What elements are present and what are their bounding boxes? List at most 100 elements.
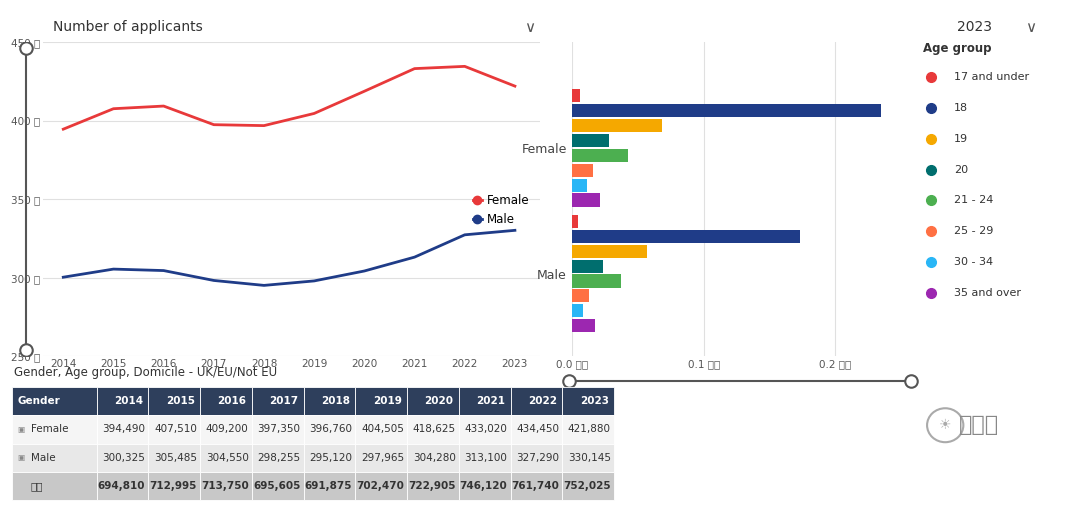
Text: 327,290: 327,290 [516, 453, 559, 463]
FancyBboxPatch shape [252, 444, 303, 472]
Bar [572, 163, 593, 177]
Text: 20: 20 [954, 165, 968, 174]
FancyBboxPatch shape [200, 387, 252, 416]
Text: 761,740: 761,740 [511, 481, 559, 491]
FancyBboxPatch shape [407, 472, 459, 500]
Bar [572, 119, 662, 132]
Text: 2014: 2014 [113, 396, 143, 406]
Text: 2023: 2023 [957, 20, 991, 34]
FancyBboxPatch shape [563, 416, 615, 444]
Bar [572, 230, 799, 243]
FancyBboxPatch shape [200, 444, 252, 472]
FancyBboxPatch shape [12, 472, 96, 500]
Text: Male: Male [31, 453, 55, 463]
Bar [572, 134, 609, 147]
Text: 18: 18 [954, 103, 968, 113]
Legend: Female, Male: Female, Male [468, 190, 535, 231]
Text: ▣: ▣ [17, 425, 25, 434]
Text: 2016: 2016 [217, 396, 246, 406]
Text: 752,025: 752,025 [564, 481, 611, 491]
FancyBboxPatch shape [563, 387, 615, 416]
FancyBboxPatch shape [511, 472, 563, 500]
FancyBboxPatch shape [96, 472, 148, 500]
Bar [572, 215, 578, 228]
Bar [572, 104, 881, 117]
FancyBboxPatch shape [355, 472, 407, 500]
FancyBboxPatch shape [303, 444, 355, 472]
FancyBboxPatch shape [200, 472, 252, 500]
Text: 713,750: 713,750 [201, 481, 248, 491]
Text: 695,605: 695,605 [253, 481, 300, 491]
Text: 2019: 2019 [373, 396, 402, 406]
Text: 407,510: 407,510 [154, 424, 197, 434]
Bar [572, 149, 627, 162]
Bar [572, 289, 590, 302]
FancyBboxPatch shape [407, 416, 459, 444]
Text: 2022: 2022 [528, 396, 557, 406]
Text: 2017: 2017 [269, 396, 298, 406]
Text: 298,255: 298,255 [257, 453, 300, 463]
FancyBboxPatch shape [511, 444, 563, 472]
FancyBboxPatch shape [563, 444, 615, 472]
Text: 总计: 总计 [31, 481, 43, 491]
Text: ▣: ▣ [17, 453, 25, 462]
Bar [572, 193, 600, 206]
FancyBboxPatch shape [355, 444, 407, 472]
FancyBboxPatch shape [96, 444, 148, 472]
FancyBboxPatch shape [96, 387, 148, 416]
Text: 746,120: 746,120 [460, 481, 508, 491]
Bar [572, 245, 647, 258]
Text: 304,280: 304,280 [413, 453, 456, 463]
Text: ∨: ∨ [1025, 20, 1036, 35]
FancyBboxPatch shape [12, 387, 96, 416]
Bar [572, 259, 603, 272]
Text: 35 and over: 35 and over [954, 288, 1021, 298]
Text: Number of applicants: Number of applicants [53, 20, 203, 34]
FancyBboxPatch shape [148, 472, 200, 500]
FancyBboxPatch shape [12, 444, 96, 472]
FancyBboxPatch shape [200, 416, 252, 444]
Text: 404,505: 404,505 [361, 424, 404, 434]
Text: Gender, Age group, Domicile - UK/EU/Not EU: Gender, Age group, Domicile - UK/EU/Not … [14, 366, 278, 379]
FancyBboxPatch shape [148, 444, 200, 472]
FancyBboxPatch shape [563, 472, 615, 500]
Text: 433,020: 433,020 [464, 424, 508, 434]
Text: 25 - 29: 25 - 29 [954, 226, 993, 236]
Text: 421,880: 421,880 [568, 424, 611, 434]
FancyBboxPatch shape [355, 387, 407, 416]
FancyBboxPatch shape [459, 416, 511, 444]
Text: 396,760: 396,760 [309, 424, 352, 434]
Text: 691,875: 691,875 [305, 481, 352, 491]
Bar [572, 275, 621, 288]
Text: Female: Female [31, 424, 68, 434]
FancyBboxPatch shape [459, 387, 511, 416]
Text: 712,995: 712,995 [149, 481, 197, 491]
Text: 397,350: 397,350 [257, 424, 300, 434]
Text: 19: 19 [954, 134, 968, 144]
Text: 702,470: 702,470 [356, 481, 404, 491]
FancyBboxPatch shape [12, 416, 96, 444]
Text: 313,100: 313,100 [464, 453, 508, 463]
Text: 694,810: 694,810 [97, 481, 145, 491]
Text: 300,325: 300,325 [103, 453, 145, 463]
FancyBboxPatch shape [355, 416, 407, 444]
FancyBboxPatch shape [148, 387, 200, 416]
Text: 2023: 2023 [580, 396, 609, 406]
FancyBboxPatch shape [252, 387, 303, 416]
FancyBboxPatch shape [303, 416, 355, 444]
Bar [572, 319, 595, 332]
Text: 722,905: 722,905 [408, 481, 456, 491]
Text: 2021: 2021 [476, 396, 505, 406]
Text: 394,490: 394,490 [103, 424, 145, 434]
Text: 2018: 2018 [321, 396, 350, 406]
FancyBboxPatch shape [511, 416, 563, 444]
FancyBboxPatch shape [459, 472, 511, 500]
Text: 戴森云: 戴森云 [958, 415, 999, 435]
Text: Age group: Age group [923, 42, 991, 55]
Bar [572, 179, 586, 192]
Text: 295,120: 295,120 [309, 453, 352, 463]
FancyBboxPatch shape [252, 472, 303, 500]
FancyBboxPatch shape [96, 416, 148, 444]
Text: 434,450: 434,450 [516, 424, 559, 434]
Text: 30 - 34: 30 - 34 [954, 257, 993, 267]
